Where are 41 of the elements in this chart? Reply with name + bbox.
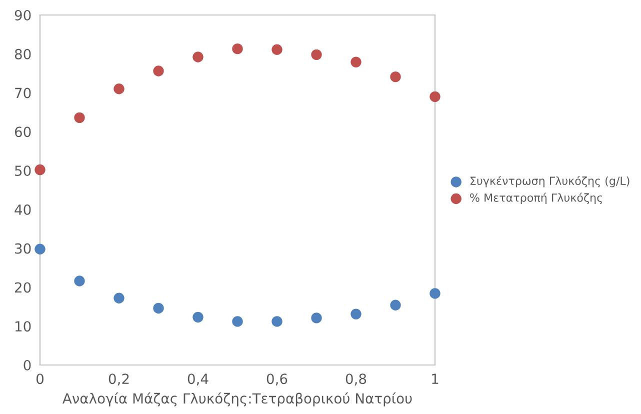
point — [311, 312, 322, 324]
y-tick-label: 90 — [14, 10, 31, 20]
x-tick-label: 0,4 — [188, 374, 208, 386]
x-axis-title: Αναλογία Μάζας Γλυκόζης:Τετραβορικού Νατρίου — [62, 392, 412, 406]
x-tick-label: 0,2 — [108, 374, 129, 386]
legend-label: % Μετατροπή Γλυκόζης — [470, 192, 602, 204]
y-tick-label: 40 — [14, 204, 31, 215]
point — [153, 302, 164, 314]
point — [430, 288, 440, 299]
point — [350, 308, 362, 320]
point — [192, 312, 204, 323]
point — [34, 244, 46, 254]
point — [114, 292, 124, 304]
point — [390, 71, 401, 82]
point — [192, 52, 204, 62]
y-tick-label: 80 — [14, 48, 31, 60]
y-tick-label: 20 — [15, 282, 31, 293]
y-tick-label: 10 — [16, 321, 31, 332]
x-tick-label: 0,8 — [346, 374, 366, 386]
point — [232, 43, 243, 54]
point — [74, 276, 85, 286]
point — [272, 316, 282, 327]
point — [74, 112, 85, 124]
y-tick-label: 60 — [14, 126, 31, 138]
point — [272, 44, 282, 55]
y-tick-label: 30 — [15, 243, 31, 254]
x-tick-label: 1 — [432, 374, 438, 384]
point — [232, 316, 243, 327]
point — [390, 300, 401, 310]
y-tick-label: 50 — [15, 166, 31, 176]
x-tick-label: 0,6 — [266, 374, 288, 386]
x-tick-label: 0 — [36, 374, 44, 384]
point — [153, 66, 164, 76]
point — [350, 56, 362, 68]
point — [311, 49, 322, 60]
y-tick-label: 0 — [24, 360, 31, 370]
point — [34, 164, 46, 176]
point — [114, 84, 124, 94]
point — [430, 91, 440, 102]
y-tick-label: 70 — [15, 88, 31, 98]
legend-label: Συγκέντρωση Γλυκόζης (g/L) — [470, 176, 630, 188]
